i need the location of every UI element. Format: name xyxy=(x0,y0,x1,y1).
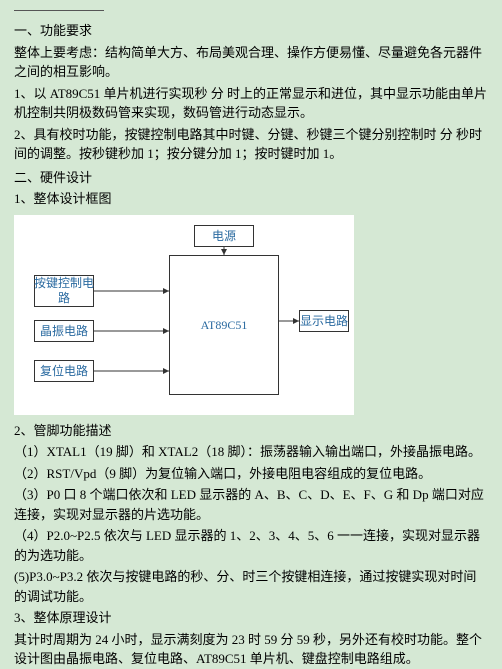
paragraph: （4）P2.0~P2.5 依次与 LED 显示器的 1、2、3、4、5、6 一一… xyxy=(14,526,488,565)
paragraph: 1、以 AT89C51 单片机进行实现秒 分 时上的正常显示和进位，其中显示功能… xyxy=(14,84,488,123)
node-power: 电源 xyxy=(194,225,254,247)
paragraph: 整体上要考虑：结构简单大方、布局美观合理、操作方便易懂、尽量避免各元器件之间的相… xyxy=(14,43,488,82)
paragraph: 2、管脚功能描述 xyxy=(14,421,488,441)
node-xtal: 晶振电路 xyxy=(34,320,94,342)
paragraph: 1、整体设计框图 xyxy=(14,189,488,209)
node-reset: 复位电路 xyxy=(34,360,94,382)
paragraph: 其计时周期为 24 小时，显示满刻度为 23 时 59 分 59 秒，另外还有校… xyxy=(14,630,488,669)
node-keyctrl: 按键控制电 路 xyxy=(34,275,94,307)
paragraph: （2）RST/Vpd（9 脚）为复位输入端口，外接电阻电容组成的复位电路。 xyxy=(14,464,488,484)
paragraph: (5)P3.0~P3.2 依次与按键电路的秒、分、时三个按键相连接，通过按键实现… xyxy=(14,567,488,606)
section-1-title: 一、功能要求 xyxy=(14,21,488,41)
paragraph: （3）P0 口 8 个端口依次和 LED 显示器的 A、B、C、D、E、F、G … xyxy=(14,485,488,524)
block-diagram: 电源 AT89C51 按键控制电 路 晶振电路 复位电路 显示电路 xyxy=(14,215,354,415)
top-rule xyxy=(14,10,104,11)
paragraph: 2、具有校时功能，按键控制电路其中时键、分键、秒键三个键分别控制时 分 秒时间的… xyxy=(14,125,488,164)
node-display: 显示电路 xyxy=(299,310,349,332)
paragraph: 3、整体原理设计 xyxy=(14,608,488,628)
paragraph: （1）XTAL1（19 脚）和 XTAL2（18 脚）：振荡器输入输出端口，外接… xyxy=(14,442,488,462)
section-2-title: 二、硬件设计 xyxy=(14,168,488,188)
node-mcu: AT89C51 xyxy=(169,255,279,395)
